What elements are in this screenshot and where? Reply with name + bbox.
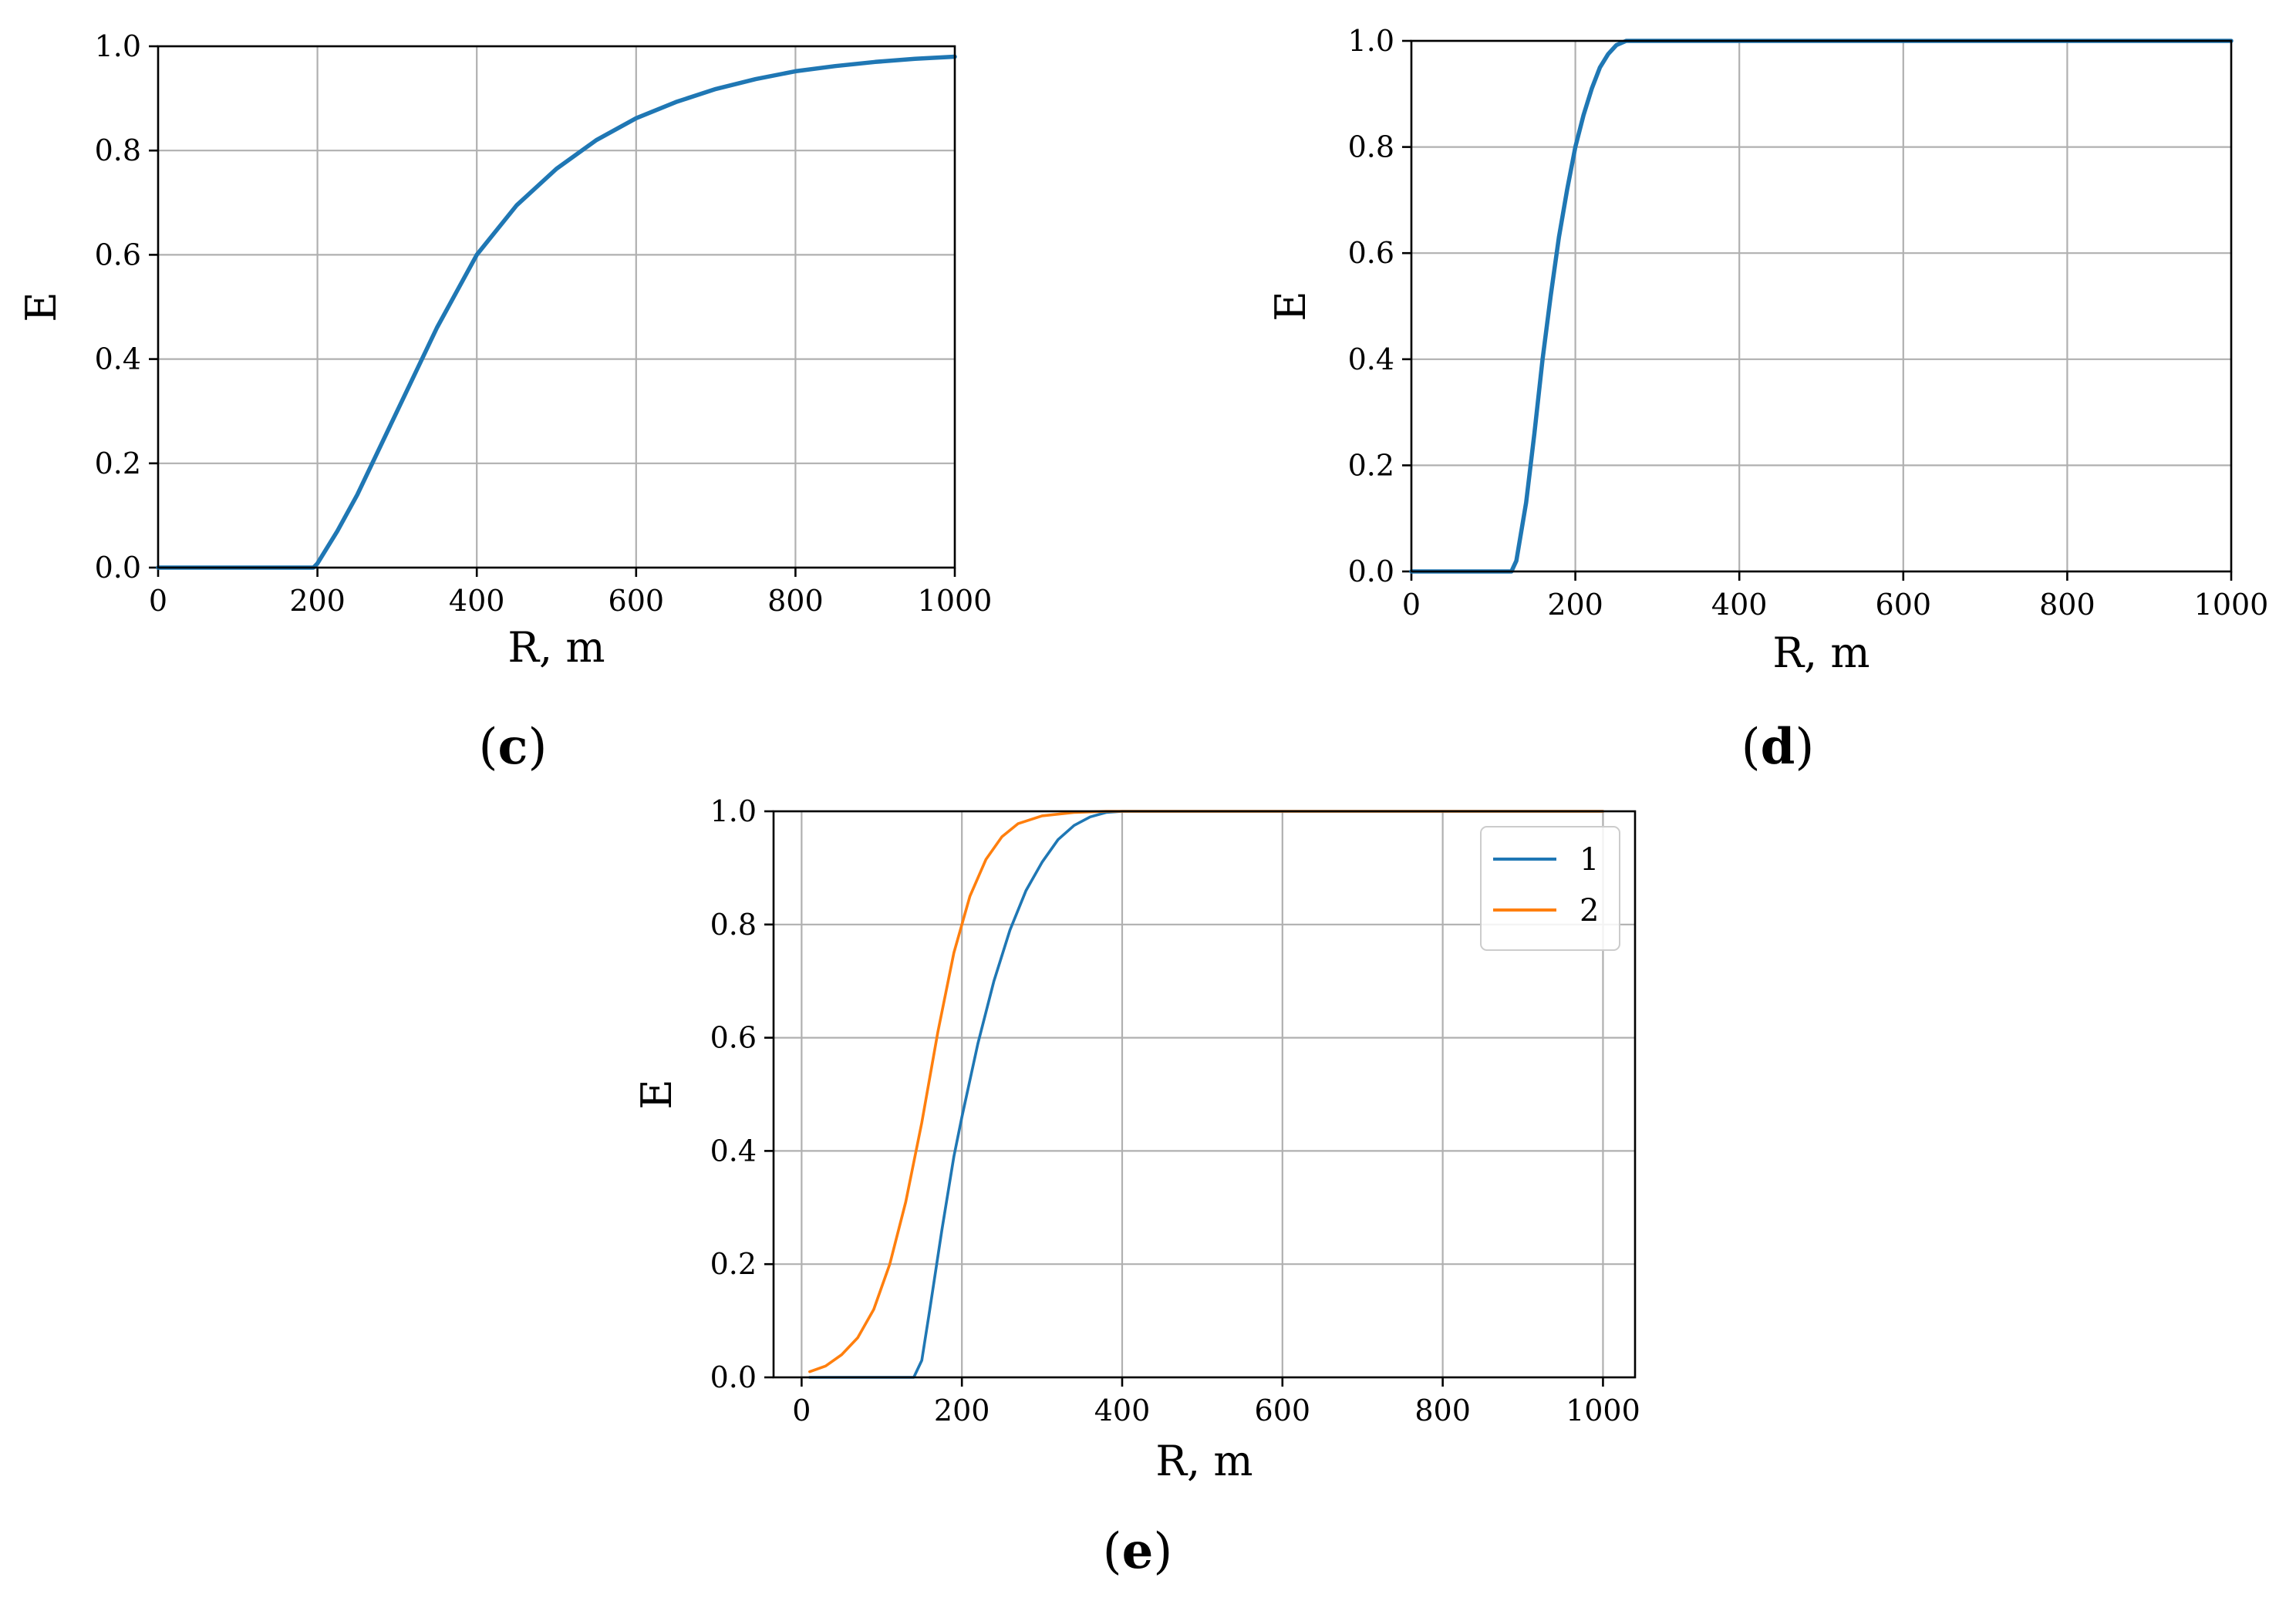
y-tick-label: 1.0: [1348, 24, 1394, 58]
caption-open-paren: (: [1103, 1523, 1122, 1580]
x-tick-label: 800: [767, 584, 824, 618]
x-tick-label: 800: [2039, 588, 2095, 622]
x-tick-label: 0: [792, 1394, 811, 1427]
chart-panel-d: 0 200 400 600 800 1000 0.0 0.2 0.4 0.6 0.8 1.0 R, m E…: [1266, 24, 2268, 776]
x-tick-label: 200: [289, 584, 346, 618]
series-line-1: [156, 54, 957, 570]
x-tick-label: 0: [149, 584, 167, 618]
x-tick-label: 1000: [1566, 1394, 1640, 1427]
x-tick-label: 0: [1402, 588, 1421, 622]
y-axis-title: E: [632, 1079, 681, 1109]
panel-caption: (c): [479, 718, 548, 776]
plot-frame: [1410, 39, 2233, 573]
caption-letter: c: [498, 718, 528, 776]
caption-open-paren: (: [1741, 719, 1761, 776]
plot-frame: [772, 810, 1637, 1379]
caption-close-paren: ): [1795, 719, 1814, 776]
legend-label-1: 1: [1580, 842, 1599, 878]
x-tick-label: 1000: [2194, 588, 2269, 622]
legend-label-2: 2: [1580, 893, 1599, 929]
panel-caption: (e): [1103, 1522, 1173, 1580]
x-tick-label: 400: [1094, 1394, 1151, 1427]
caption-close-paren: ): [528, 719, 547, 776]
y-tick-label: 0.0: [710, 1360, 757, 1394]
series-line-1: [1409, 39, 2234, 574]
legend: 12: [1480, 826, 1620, 951]
y-tick-label: 0.0: [95, 551, 141, 585]
chart-panel-c: 0 200 400 600 800 1000 0.0 0.2 0.4 0.6 0.8 1.0 R, m E…: [17, 29, 992, 776]
y-tick-label: 1.0: [95, 29, 141, 63]
caption-letter: d: [1761, 718, 1795, 776]
y-tick-label: 0.6: [95, 238, 141, 271]
x-axis-title: R, m: [507, 623, 605, 672]
x-axis-title: R, m: [1772, 629, 1870, 677]
y-tick-label: 0.2: [1348, 448, 1394, 482]
x-axis-title: R, m: [1155, 1437, 1253, 1485]
x-tick-label: 600: [1876, 588, 1932, 622]
x-tick-label: 1000: [918, 584, 993, 618]
y-axis-title: E: [17, 292, 66, 322]
chart-panel-e: 0 200 400 600 800 1000 0.0 0.2 0.4 0.6 0.8 1.0 R, m E…: [632, 794, 1640, 1580]
y-axis-title: E: [1266, 291, 1315, 321]
plot-frame: [157, 45, 956, 569]
x-tick-label: 400: [449, 584, 505, 618]
y-tick-label: 0.4: [710, 1134, 757, 1168]
y-tick-label: 0.0: [1348, 554, 1394, 588]
caption-letter: e: [1122, 1522, 1154, 1580]
y-tick-label: 0.6: [710, 1021, 757, 1055]
y-tick-label: 0.6: [1348, 236, 1394, 270]
y-tick-label: 0.2: [95, 447, 141, 480]
y-tick-label: 0.4: [95, 342, 141, 376]
x-tick-label: 200: [1547, 588, 1603, 622]
y-tick-label: 1.0: [710, 794, 757, 828]
caption-open-paren: (: [479, 719, 498, 776]
caption-close-paren: ): [1153, 1523, 1172, 1580]
x-tick-label: 800: [1414, 1394, 1471, 1427]
x-tick-label: 400: [1711, 588, 1768, 622]
panel-caption: (d): [1741, 718, 1815, 776]
y-tick-label: 0.8: [95, 133, 141, 167]
y-tick-label: 0.8: [1348, 130, 1394, 164]
x-tick-label: 600: [609, 584, 665, 618]
y-tick-label: 0.8: [710, 908, 757, 942]
x-tick-label: 200: [934, 1394, 990, 1427]
x-tick-label: 600: [1255, 1394, 1311, 1427]
y-tick-label: 0.2: [710, 1247, 757, 1281]
y-tick-label: 0.4: [1348, 342, 1394, 376]
